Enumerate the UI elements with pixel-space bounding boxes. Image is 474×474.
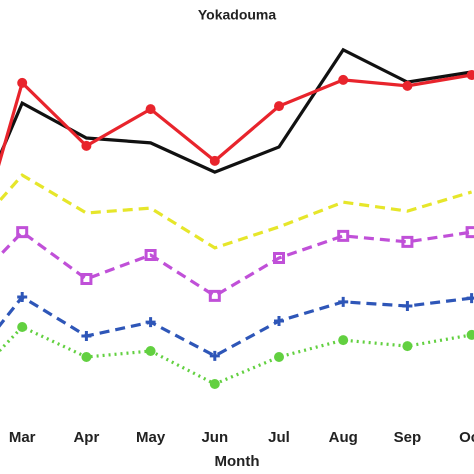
marker xyxy=(81,140,92,151)
marker xyxy=(466,293,474,304)
marker xyxy=(338,335,349,346)
marker xyxy=(17,322,28,332)
marker xyxy=(274,352,284,362)
x-axis-label: Month xyxy=(215,453,260,470)
marker xyxy=(401,235,414,248)
series-line xyxy=(0,230,472,298)
series-line xyxy=(0,325,472,386)
marker xyxy=(338,296,349,307)
marker xyxy=(81,352,92,362)
marker xyxy=(16,226,29,239)
marker xyxy=(402,80,413,91)
marker xyxy=(338,74,349,85)
marker xyxy=(402,301,413,311)
marker xyxy=(209,350,220,361)
x-tick-label: Oct xyxy=(459,429,474,446)
marker xyxy=(209,379,220,389)
marker xyxy=(80,273,93,285)
marker xyxy=(145,346,156,356)
marker xyxy=(274,101,284,112)
marker xyxy=(144,249,157,261)
x-tick-label: Jun xyxy=(201,429,228,446)
marker xyxy=(81,331,92,341)
marker xyxy=(466,70,474,80)
marker xyxy=(209,155,220,166)
marker xyxy=(208,289,221,302)
x-tick-label: Aug xyxy=(329,429,358,446)
series-line xyxy=(0,73,472,167)
x-tick-label: Mar xyxy=(9,429,36,446)
marker xyxy=(465,226,474,239)
marker xyxy=(145,104,156,115)
x-tick-label: May xyxy=(136,429,166,446)
marker xyxy=(145,317,156,328)
marker xyxy=(466,329,474,340)
series-line xyxy=(0,173,473,250)
marker xyxy=(17,292,28,302)
series-line xyxy=(0,294,472,358)
series-line xyxy=(0,47,472,174)
x-tick-label: Apr xyxy=(73,429,99,446)
marker xyxy=(17,77,28,88)
marker xyxy=(402,341,413,352)
x-tick-label: Sep xyxy=(394,429,422,446)
chart-title: Yokadouma xyxy=(198,7,277,23)
marker xyxy=(274,316,284,326)
marker xyxy=(337,229,350,242)
marker xyxy=(273,252,285,264)
x-tick-label: Jul xyxy=(268,429,290,446)
